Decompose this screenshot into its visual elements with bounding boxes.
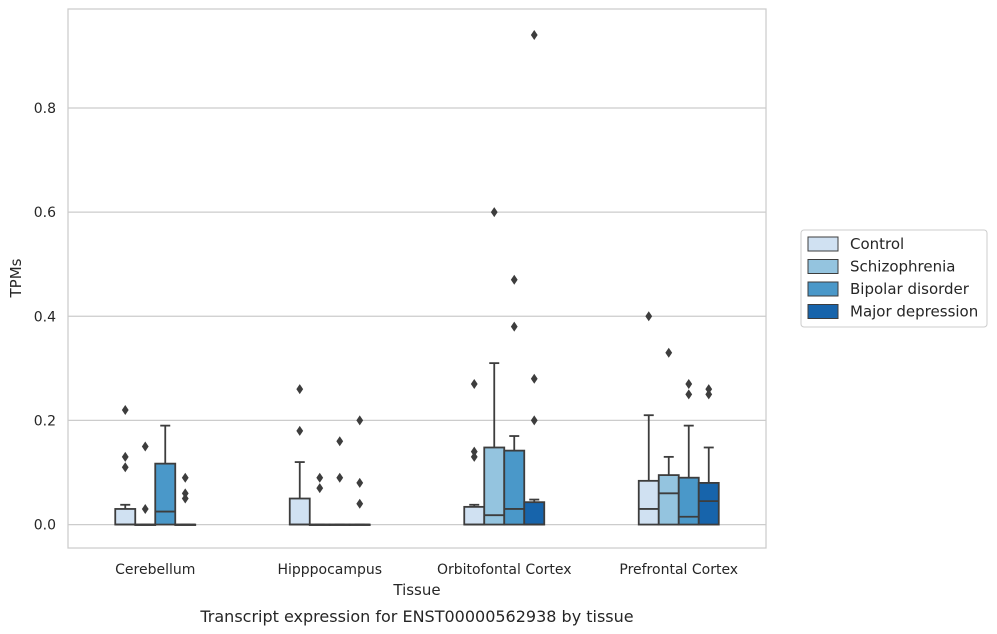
outlier-point (296, 384, 304, 395)
chart-caption: Transcript expression for ENST0000056293… (199, 607, 633, 626)
x-tick-labels: Cerebellum Hipppocampus Orbitofontal Corte… (115, 562, 738, 578)
box-bipolar-disorder (328, 436, 351, 526)
x-tick-label: Cerebellum (115, 562, 195, 578)
outlier-point (141, 503, 149, 514)
box-bipolar-disorder (154, 424, 177, 526)
outlier-point (316, 483, 324, 494)
outlier-point (356, 498, 364, 509)
box-body (637, 479, 660, 526)
x-tick-label: Prefrontal Cortex (619, 562, 738, 578)
outlier-point (121, 451, 129, 462)
box-control (114, 404, 137, 526)
outlier-point (121, 404, 129, 415)
box-bipolar-disorder (677, 378, 700, 526)
box-body (114, 508, 137, 526)
y-tick-label: 0.8 (34, 101, 56, 117)
legend: Control Schizophrenia Bipolar disorder Majo… (800, 229, 988, 328)
legend-swatch (807, 259, 839, 274)
outlier-point (181, 493, 189, 504)
box-schizophrenia (134, 441, 157, 526)
outlier-point (121, 462, 129, 473)
box-body (523, 501, 546, 526)
outlier-point (470, 451, 478, 462)
outlier-point (530, 415, 538, 426)
legend-swatch (807, 304, 839, 319)
box-major-depression (697, 384, 720, 526)
box-schizophrenia (308, 472, 331, 526)
outlier-point (356, 415, 364, 426)
box-body (154, 462, 177, 526)
outlier-point (470, 446, 478, 457)
outlier-point (181, 488, 189, 499)
legend-label: Bipolar disorder (850, 280, 970, 298)
y-tick-label: 0.6 (34, 205, 56, 221)
box-body (463, 505, 486, 526)
outlier-point (685, 389, 693, 400)
outlier-point (530, 373, 538, 384)
outlier-point (296, 425, 304, 436)
outlier-point (510, 274, 518, 285)
outlier-point (705, 389, 713, 400)
outlier-point (181, 472, 189, 483)
outlier-point (470, 378, 478, 389)
box-body (483, 446, 506, 526)
box-body (288, 497, 311, 526)
outlier-point (336, 472, 344, 483)
box-control (288, 384, 311, 526)
legend-frame (800, 229, 988, 328)
grid-lines (68, 107, 766, 526)
outlier-point (490, 207, 498, 218)
box-plots (114, 30, 720, 526)
y-tick-label: 0.2 (34, 413, 56, 429)
outlier-point (316, 472, 324, 483)
box-control (637, 311, 660, 526)
box-body (697, 482, 720, 526)
x-tick-label: Orbitofontal Cortex (437, 562, 572, 578)
box-control (463, 378, 486, 526)
box-schizophrenia (657, 347, 680, 526)
box-body (503, 449, 526, 526)
box-body (657, 474, 680, 526)
outlier-point (530, 30, 538, 41)
outlier-point (336, 436, 344, 447)
outlier-point (685, 378, 693, 389)
legend-label: Control (850, 235, 904, 253)
box-bipolar-disorder (503, 274, 526, 526)
box-major-depression (348, 415, 371, 526)
legend-swatch (807, 236, 839, 252)
outlier-point (510, 321, 518, 332)
box-major-depression (174, 472, 197, 526)
x-tick-label: Hipppocampus (277, 562, 382, 578)
plot-frame (67, 8, 767, 549)
y-axis-title: TPMs (7, 258, 25, 298)
legend-swatch (807, 281, 839, 297)
y-tick-label: 0.4 (34, 309, 56, 325)
outlier-point (645, 311, 653, 322)
outlier-point (356, 477, 364, 488)
legend-label: Major depression (850, 303, 978, 321)
outlier-point (705, 384, 713, 395)
x-axis-title: Tissue (392, 581, 440, 599)
outlier-point (665, 347, 673, 358)
box-schizophrenia (483, 207, 506, 526)
box-major-depression (523, 30, 546, 526)
y-tick-label: 0.0 (34, 518, 56, 534)
legend-label: Schizophrenia (850, 258, 955, 276)
y-tick-labels: 0.0 0.2 0.4 0.6 0.8 (34, 101, 56, 534)
outlier-point (141, 441, 149, 452)
